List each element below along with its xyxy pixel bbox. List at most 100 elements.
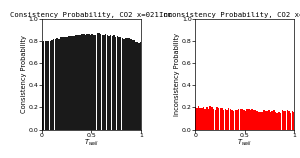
- Bar: [78, 35, 80, 130]
- X-axis label: $T_{wall}$: $T_{wall}$: [237, 138, 252, 148]
- Bar: [231, 110, 233, 130]
- Bar: [137, 42, 138, 130]
- Bar: [56, 38, 58, 130]
- Bar: [48, 41, 50, 130]
- Bar: [88, 34, 90, 130]
- Bar: [290, 113, 291, 130]
- Bar: [280, 112, 281, 130]
- Bar: [261, 112, 263, 130]
- Bar: [134, 40, 135, 130]
- Bar: [278, 112, 280, 130]
- Bar: [135, 42, 136, 130]
- Bar: [66, 37, 68, 130]
- Bar: [201, 108, 202, 130]
- Bar: [292, 110, 293, 130]
- Bar: [140, 43, 142, 130]
- Bar: [117, 36, 118, 130]
- Bar: [60, 37, 61, 130]
- Bar: [205, 109, 206, 130]
- Bar: [225, 109, 226, 130]
- X-axis label: $T_{wall}$: $T_{wall}$: [84, 138, 99, 148]
- Bar: [250, 110, 251, 130]
- Bar: [288, 111, 290, 130]
- Bar: [286, 110, 288, 130]
- Bar: [112, 36, 113, 130]
- Bar: [196, 108, 198, 130]
- Bar: [266, 111, 268, 130]
- Bar: [132, 40, 133, 130]
- Bar: [220, 108, 221, 130]
- Bar: [213, 109, 214, 130]
- Bar: [128, 38, 130, 130]
- Bar: [97, 33, 98, 130]
- Bar: [277, 113, 278, 130]
- Bar: [106, 35, 108, 130]
- Bar: [208, 109, 209, 130]
- Bar: [75, 35, 76, 130]
- Bar: [293, 112, 295, 130]
- Bar: [63, 37, 64, 130]
- Bar: [230, 109, 231, 130]
- Bar: [270, 112, 271, 130]
- Bar: [198, 106, 199, 130]
- Bar: [283, 111, 285, 130]
- Bar: [200, 108, 201, 130]
- Bar: [73, 36, 75, 130]
- Bar: [113, 35, 115, 130]
- Bar: [65, 37, 66, 130]
- Bar: [268, 110, 270, 130]
- Bar: [101, 35, 103, 130]
- Bar: [226, 110, 228, 130]
- Bar: [95, 35, 96, 130]
- Bar: [115, 37, 116, 130]
- Bar: [120, 37, 122, 130]
- Bar: [272, 111, 273, 130]
- Bar: [71, 36, 73, 130]
- Bar: [214, 110, 216, 130]
- Bar: [211, 107, 213, 130]
- Bar: [68, 36, 70, 130]
- Bar: [285, 111, 286, 130]
- Bar: [263, 110, 265, 130]
- Bar: [83, 34, 85, 130]
- Bar: [238, 109, 239, 130]
- Bar: [265, 112, 266, 130]
- Bar: [55, 39, 56, 130]
- Bar: [221, 108, 223, 130]
- Bar: [216, 107, 218, 130]
- Bar: [233, 111, 235, 130]
- Bar: [235, 110, 236, 130]
- Bar: [110, 35, 111, 130]
- Bar: [241, 109, 243, 130]
- Bar: [273, 110, 275, 130]
- Y-axis label: Inconsistency Probability: Inconsistency Probability: [174, 33, 180, 116]
- Bar: [253, 110, 255, 130]
- Bar: [86, 34, 88, 130]
- Bar: [245, 111, 246, 130]
- Bar: [98, 33, 100, 130]
- Bar: [130, 39, 131, 130]
- Title: Inconsistency Probability, CO2 x=021 cm: Inconsistency Probability, CO2 x=021 cm: [159, 12, 300, 18]
- Bar: [90, 35, 91, 130]
- Bar: [236, 110, 238, 130]
- Bar: [258, 112, 260, 130]
- Title: Consistency Probability, CO2 x=021 cm: Consistency Probability, CO2 x=021 cm: [11, 12, 172, 18]
- Bar: [206, 107, 208, 130]
- Y-axis label: Consistency Probability: Consistency Probability: [21, 35, 27, 113]
- Bar: [122, 37, 123, 130]
- Bar: [281, 110, 283, 130]
- Bar: [209, 106, 211, 130]
- Bar: [223, 110, 224, 130]
- Bar: [41, 42, 43, 130]
- Bar: [45, 41, 46, 130]
- Bar: [194, 107, 196, 130]
- Bar: [125, 38, 127, 130]
- Bar: [240, 109, 241, 130]
- Bar: [61, 37, 63, 130]
- Bar: [51, 40, 53, 130]
- Bar: [108, 36, 110, 130]
- Bar: [255, 110, 256, 130]
- Bar: [218, 108, 219, 130]
- Bar: [251, 109, 253, 130]
- Bar: [228, 108, 230, 130]
